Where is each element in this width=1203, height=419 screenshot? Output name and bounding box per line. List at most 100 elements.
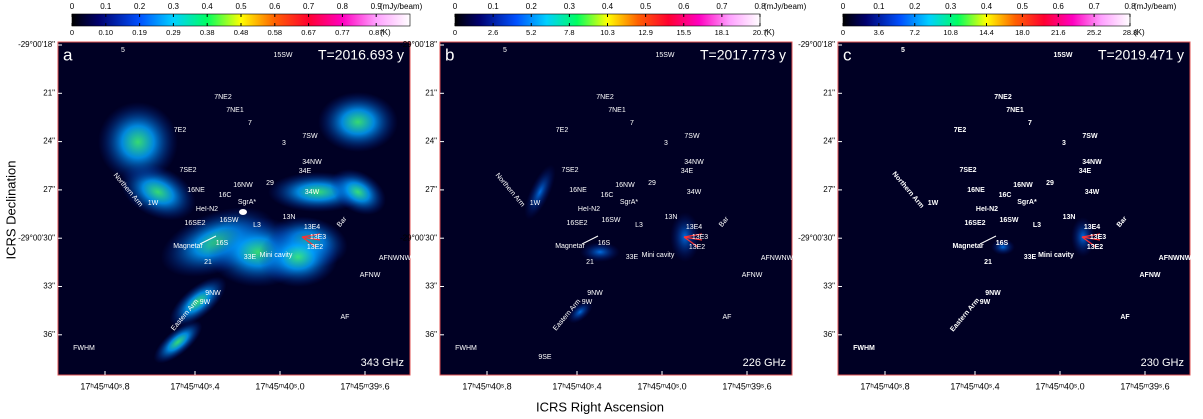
source-label: 21 [204, 259, 212, 266]
colorbar-bottom-label: 15.5 [676, 28, 691, 37]
source-label: 3 [1062, 140, 1066, 147]
source-label: FWHM [853, 345, 875, 352]
colorbar-bottom-label: 0.87 [369, 28, 384, 37]
source-label: 7E2 [174, 127, 187, 134]
source-label: 7 [1028, 120, 1032, 127]
source-label: AFNW [360, 272, 381, 279]
colorbar-top-label: 0.8 [1124, 2, 1136, 11]
colorbar-top-label: 0.2 [526, 2, 538, 11]
source-label: 1W [928, 200, 939, 207]
colorbar-top-label: 0.5 [1017, 2, 1029, 11]
dec-tick-label: 21" [425, 88, 437, 97]
emission [98, 102, 178, 182]
dec-tick-label: 27" [43, 185, 55, 194]
dec-tick-label: 21" [823, 88, 835, 97]
source-label: 16NE [967, 187, 985, 194]
magnetar-pointer [199, 235, 217, 245]
colorbar-top-label: 0.1 [488, 2, 500, 11]
source-label: AFNWNW [761, 255, 794, 262]
colorbar-bottom-label: 3.6 [874, 28, 884, 37]
ra-tick-label: 17ʰ45ᵐ40ˢ.0 [637, 381, 686, 391]
colorbar-bottom-label: 0.67 [301, 28, 316, 37]
epoch: T=2016.693 y [318, 47, 404, 63]
colorbar-unit: (K) [1134, 28, 1145, 37]
source-label: 7SW [684, 133, 700, 140]
emission [318, 92, 398, 152]
emission [524, 164, 556, 220]
panel-letter: b [445, 45, 454, 64]
source-label: 16SE2 [566, 220, 587, 227]
colorbar-top-label: 0.1 [100, 2, 112, 11]
source-label: L3 [1033, 222, 1041, 229]
colorbar-top-label: 0 [841, 2, 846, 11]
source-label: 29 [648, 180, 656, 187]
emission [239, 209, 247, 215]
source-label: 34NW [302, 159, 322, 166]
source-label: 9SE [538, 354, 552, 361]
colorbar-top-label: 0.2 [134, 2, 146, 11]
source-label: 34W [305, 189, 320, 196]
colorbar-bottom-label: 10.8 [943, 28, 958, 37]
source-label: HeI-N2 [976, 206, 998, 213]
source-label: 5 [503, 47, 507, 54]
colorbar-bottom-label: 0 [841, 28, 845, 37]
epoch: T=2017.773 y [700, 47, 786, 63]
source-label: Magnetar [952, 243, 983, 250]
source-label: FWHM [73, 345, 95, 352]
colorbar-bottom-label: 21.6 [1051, 28, 1066, 37]
colorbar-bottom-label: 2.6 [488, 28, 498, 37]
colorbar-top-label: 0.2 [909, 2, 921, 11]
source-label: 13E2 [307, 244, 323, 251]
dec-tick-label: 33" [823, 282, 835, 291]
source-label: 13E3 [310, 234, 326, 241]
dec-tick-label: 36" [425, 330, 437, 339]
source-label: Mini cavity [642, 252, 675, 259]
source-label: 9NW [205, 290, 221, 297]
source-label: 3 [282, 140, 286, 147]
source-label: 16SW [999, 217, 1018, 224]
source-label: SgrA* [620, 199, 639, 206]
source-label: 9NW [985, 290, 1001, 297]
source-label: 16S [216, 240, 229, 247]
source-label: SgrA* [238, 199, 257, 206]
source-label: 15SW [273, 52, 292, 59]
colorbar-top-label: 0.8 [754, 2, 766, 11]
frequency: 226 GHz [743, 357, 786, 369]
colorbar-bottom-label: 0 [453, 28, 457, 37]
magnetar-pointer [979, 235, 997, 245]
colorbar-unit: (mJy/beam) [764, 2, 807, 11]
colorbar-top-label: 0.4 [202, 2, 214, 11]
source-label: 21 [984, 259, 992, 266]
source-label: Magnetar [173, 243, 203, 250]
dec-tick-label: 24" [43, 137, 55, 146]
dec-tick-label: 36" [823, 330, 835, 339]
source-label: 9NW [587, 290, 603, 297]
source-label: 7 [630, 120, 634, 127]
colorbar-top-label: 0.3 [945, 2, 957, 11]
source-label: AFNW [742, 272, 763, 279]
source-label: 34E [681, 168, 694, 175]
colorbar-bottom-label: 25.2 [1087, 28, 1102, 37]
colorbar-unit: (mJy/beam) [1134, 2, 1177, 11]
source-label: 9W [582, 299, 593, 306]
colorbar-bottom-label: 0.48 [234, 28, 249, 37]
source-label: 7SW [1082, 133, 1098, 140]
source-label: 9W [200, 299, 211, 306]
source-label: L3 [635, 222, 643, 229]
source-label: 7NE1 [608, 107, 626, 114]
colorbar-bottom-label: 0.38 [200, 28, 215, 37]
source-label: 5 [121, 47, 125, 54]
source-label: 16S [996, 240, 1009, 247]
colorbar-bottom-label: 14.4 [979, 28, 994, 37]
ra-tick-label: 17ʰ45ᵐ40ˢ.4 [552, 381, 601, 391]
colorbar-top-label: 0.7 [716, 2, 728, 11]
source-label: 16NW [233, 182, 253, 189]
colorbar-top-label: 0.9 [371, 2, 383, 11]
emission [580, 242, 620, 262]
frequency: 230 GHz [1141, 357, 1184, 369]
source-label: 13E4 [686, 224, 702, 231]
source-label: 7NE2 [214, 94, 232, 101]
source-label: 16C [999, 192, 1012, 199]
colorbar-top-label: 0.7 [303, 2, 315, 11]
colorbar-bottom-label: 10.3 [600, 28, 615, 37]
